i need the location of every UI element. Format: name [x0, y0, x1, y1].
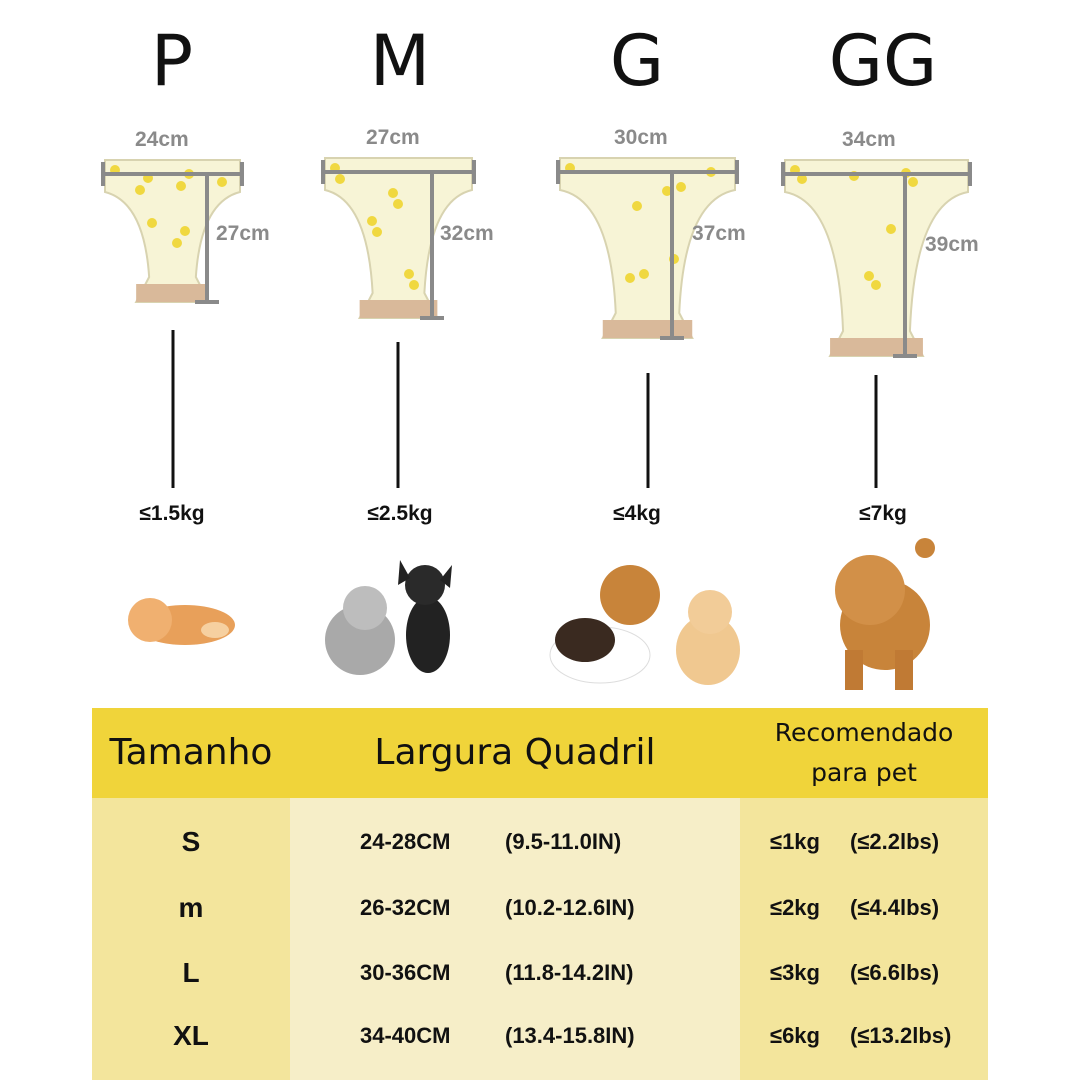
table-cell: (10.2-12.6IN) [505, 895, 635, 920]
lemon-print [367, 216, 377, 226]
lemon-print [335, 174, 345, 184]
weight-label: ≤4kg [613, 502, 661, 525]
diaper-trim [136, 284, 209, 302]
lemon-print [908, 177, 918, 187]
height-label: 39cm [925, 233, 979, 256]
width-label: 30cm [614, 126, 668, 149]
table-cell: ≤1kg [770, 829, 820, 854]
diaper-trim [602, 320, 693, 338]
table-header: Tamanho [109, 732, 273, 773]
width-label: 24cm [135, 128, 189, 151]
size-cell: m [178, 892, 204, 923]
kitten-and-dog [325, 560, 452, 675]
lemon-print [625, 273, 635, 283]
table-cell: ≤2kg [770, 895, 820, 920]
size-cell: XL [173, 1020, 209, 1051]
lemon-print [864, 271, 874, 281]
lemon-print [135, 185, 145, 195]
table-cell: 34-40CM [360, 1023, 451, 1048]
table-cell: (≤13.2lbs) [850, 1023, 952, 1048]
lemon-print [676, 182, 686, 192]
table-cell: ≤3kg [770, 960, 820, 985]
table-col-bg [740, 798, 988, 1080]
beagle-and-cat [549, 565, 740, 685]
lemon-print [632, 201, 642, 211]
lemon-print [409, 280, 419, 290]
poodle [835, 538, 935, 690]
lemon-print [639, 269, 649, 279]
lemon-print [393, 199, 403, 209]
height-label: 27cm [216, 222, 270, 245]
table-cell: (≤4.4lbs) [850, 895, 940, 920]
size-label: GG [828, 20, 938, 102]
height-label: 37cm [692, 222, 746, 245]
table-cell: 26-32CM [360, 895, 451, 920]
table-col-bg [290, 798, 740, 1080]
table-header: Recomendado para pet [774, 718, 954, 787]
lemon-print [180, 226, 190, 236]
lemon-print [217, 177, 227, 187]
width-label: 34cm [842, 128, 896, 151]
table-cell: ≤6kg [770, 1023, 820, 1048]
table-col-bg [92, 798, 290, 1080]
table-cell: 24-28CM [360, 829, 451, 854]
table-header-bg [92, 708, 988, 798]
table-cell: (≤6.6lbs) [850, 960, 940, 985]
table-cell: 30-36CM [360, 960, 451, 985]
lemon-print [871, 280, 881, 290]
table-header: Largura Quadril [374, 732, 656, 773]
lemon-print [147, 218, 157, 228]
weight-label: ≤7kg [859, 502, 907, 525]
lemon-print [662, 186, 672, 196]
table-cell: (9.5-11.0IN) [505, 829, 622, 854]
table-cell: (≤2.2lbs) [850, 829, 940, 854]
diaper-trim [359, 300, 438, 318]
size-cell: L [182, 957, 200, 988]
lemon-print [172, 238, 182, 248]
width-label: 27cm [366, 126, 420, 149]
lemon-print [372, 227, 382, 237]
table-cell: (13.4-15.8IN) [505, 1023, 635, 1048]
size-label: G [609, 20, 665, 102]
lemon-print [176, 181, 186, 191]
height-label: 32cm [440, 222, 494, 245]
weight-label: ≤2.5kg [367, 502, 433, 525]
lemon-print [388, 188, 398, 198]
weight-label: ≤1.5kg [139, 502, 205, 525]
lemon-print [404, 269, 414, 279]
lemon-print [797, 174, 807, 184]
lemon-print [886, 224, 896, 234]
kitten [128, 598, 235, 645]
diaper-trim [830, 338, 923, 356]
size-label: P [150, 20, 194, 102]
size-label: M [369, 20, 431, 102]
size-cell: S [181, 826, 201, 857]
table-cell: (11.8-14.2IN) [505, 960, 634, 985]
